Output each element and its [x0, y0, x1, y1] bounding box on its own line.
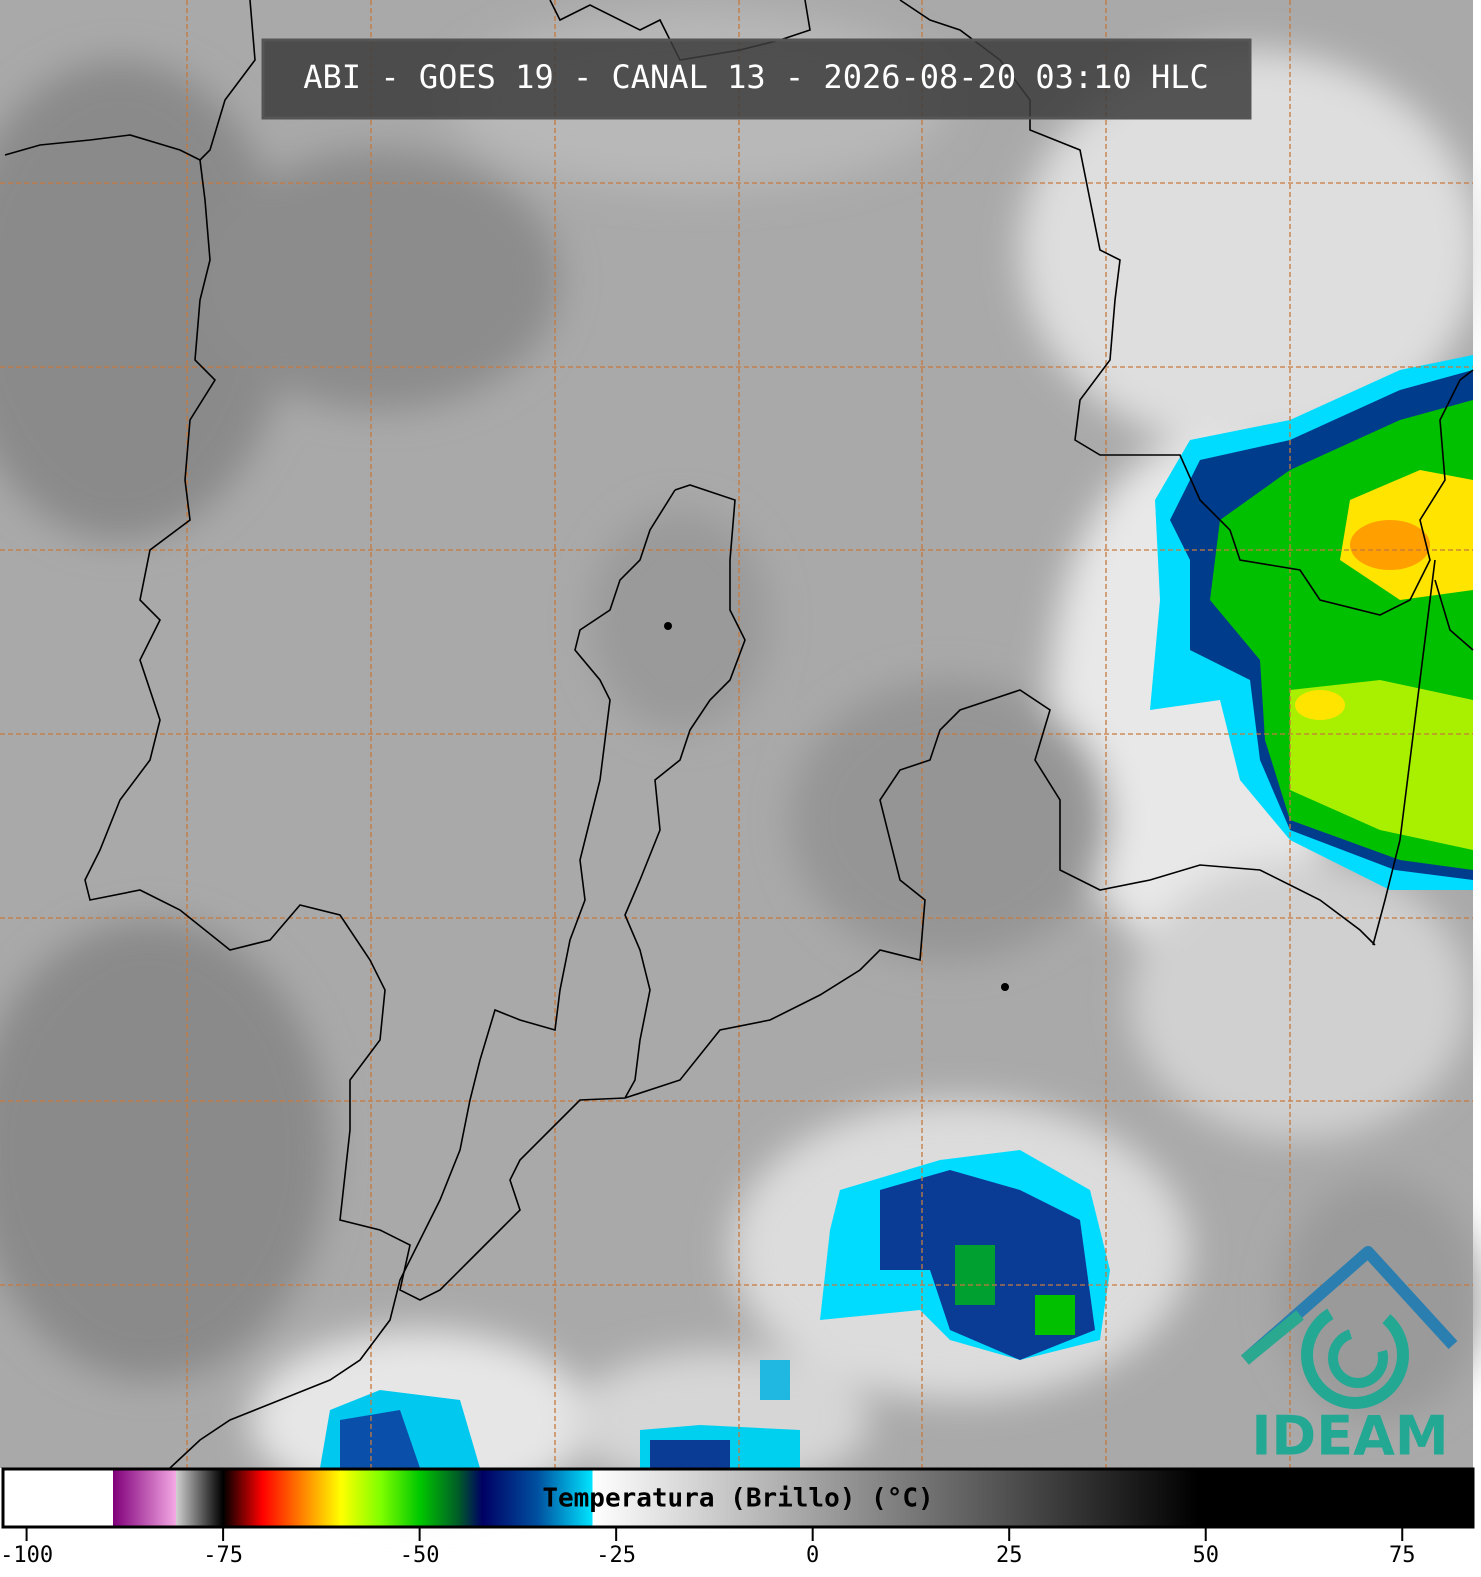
graticule: [0, 0, 1473, 1468]
tick-label: -100: [0, 1543, 53, 1568]
colorbar-label: Temperatura (Brillo) (°C): [542, 1484, 933, 1514]
title-background: [261, 38, 1252, 120]
tick-label: 0: [806, 1543, 819, 1568]
cloud-cell: [1150, 355, 1473, 890]
tick-label: -25: [596, 1543, 636, 1568]
boundaries: [4, 0, 1474, 1469]
title: ABI - GOES 19 - CANAL 13 - 2026-08-20 03…: [303, 58, 1208, 96]
logo: IDEAM: [1241, 1246, 1458, 1468]
colorbar-fill: [1, 1467, 1475, 1529]
tick-label: -50: [400, 1543, 440, 1568]
tick-label: -75: [203, 1543, 243, 1568]
logo-text: IDEAM: [1251, 1405, 1448, 1468]
tick-label: 75: [1389, 1543, 1416, 1568]
colorbar: Temperatura (Brillo) (°C) -100 -75 -50 -25 0…: [0, 1467, 1475, 1568]
tick-label: 50: [1192, 1543, 1219, 1568]
tick-label: 25: [996, 1543, 1023, 1568]
title-box: ABI - GOES 19 - CANAL 13 - 2026-08-20 03…: [261, 38, 1252, 120]
imagery: [0, 0, 1480, 1510]
cloud-cell: [320, 1150, 1110, 1468]
